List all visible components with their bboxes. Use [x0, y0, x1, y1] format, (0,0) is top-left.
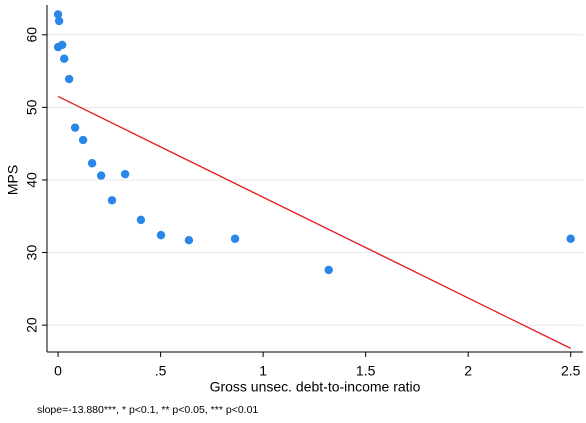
point [120, 169, 130, 179]
point [70, 123, 80, 132]
point [53, 10, 63, 19]
y-axis-label: MPS [5, 165, 21, 195]
point [324, 265, 333, 275]
note: slope=-13.880***, * p<0.1, ** p<0.05, **… [37, 404, 258, 416]
y-tick-label: 20 [24, 317, 40, 333]
x-axis-label: Gross unsec. debt-to-income ratio [210, 379, 421, 395]
point [107, 196, 117, 205]
x-tick-label: 1.5 [356, 363, 376, 379]
point [60, 54, 69, 63]
point [184, 236, 194, 245]
point [64, 74, 74, 84]
fit-line [57, 95, 571, 349]
y-tick-label: 60 [24, 27, 40, 43]
x-tick-label: 2.5 [561, 363, 581, 379]
point [566, 234, 575, 243]
point [230, 234, 240, 243]
point [136, 215, 146, 225]
x-tick-label: 0 [54, 363, 62, 379]
x-tick-label: .5 [155, 363, 167, 379]
y-tick-label: 50 [24, 99, 40, 115]
y-tick-label: 40 [24, 172, 40, 188]
point [96, 171, 106, 180]
x-tick-label: 1 [259, 363, 267, 379]
point [156, 230, 166, 240]
point [57, 40, 67, 50]
x-tick-label: 2 [464, 363, 472, 379]
point [54, 16, 64, 26]
y-tick-label: 30 [24, 245, 40, 261]
point [78, 135, 88, 145]
point [87, 159, 97, 168]
